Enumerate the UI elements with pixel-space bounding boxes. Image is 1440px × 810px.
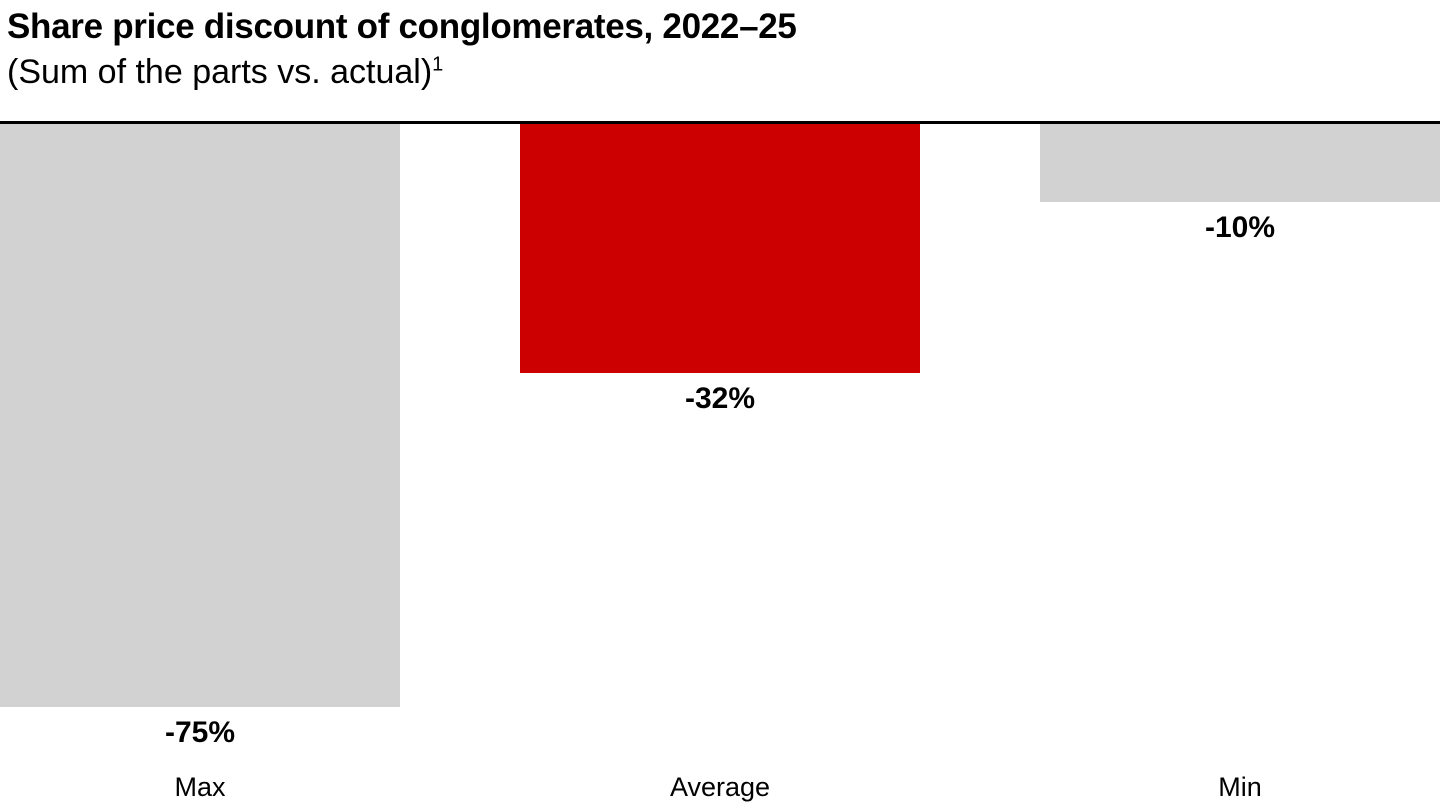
- chart-header: Share price discount of conglomerates, 2…: [0, 0, 1440, 121]
- category-label-min: Min: [1218, 772, 1262, 802]
- value-label-min: -10%: [1204, 211, 1276, 244]
- bar-max: [0, 124, 400, 707]
- value-label-max: -75%: [164, 716, 236, 749]
- baseline-axis: [0, 121, 1440, 124]
- bar-group-max: -75% Max: [0, 124, 400, 810]
- chart-subtitle: (Sum of the parts vs. actual)1: [7, 49, 1440, 95]
- category-label-average: Average: [669, 772, 771, 802]
- bar-group-average: -32% Average: [520, 124, 920, 810]
- footnote-marker: 1: [432, 53, 444, 76]
- bar-average: [520, 124, 920, 373]
- chart-title: Share price discount of conglomerates, 2…: [7, 7, 797, 46]
- bar-group-min: -10% Min: [1040, 124, 1440, 810]
- category-label-max: Max: [174, 772, 226, 802]
- plot-area: -75% Max -32% Average -10% Min: [0, 124, 1440, 810]
- value-label-average: -32%: [684, 382, 756, 415]
- chart-subtitle-text: (Sum of the parts vs. actual): [7, 53, 433, 91]
- bar-min: [1040, 124, 1440, 202]
